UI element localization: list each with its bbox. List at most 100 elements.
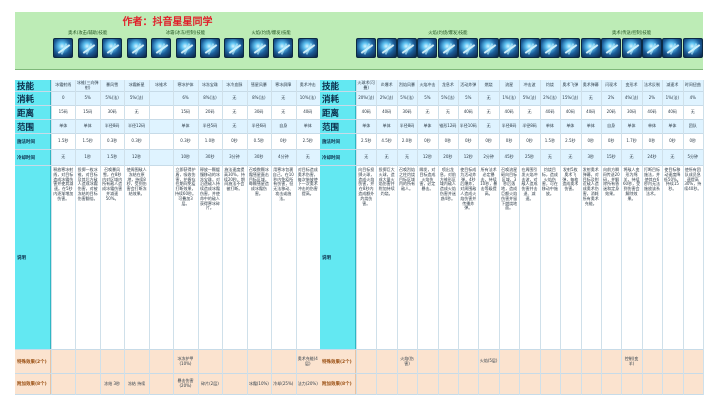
cell-range: 自身 bbox=[279, 123, 288, 129]
cell-notes: 使目标移动速度降低50%，持续15秒。 bbox=[663, 167, 681, 192]
cell-distance: 30码 bbox=[254, 109, 264, 115]
meteor-icon bbox=[499, 38, 520, 58]
column-divider bbox=[682, 80, 684, 395]
cell-notes: 对目标造成奥术伤害，每次施放使下一次奥术冲击的伤害提高。 bbox=[297, 167, 318, 196]
cell-cost: 15%(法) bbox=[562, 95, 579, 101]
cell-notes: 向目标投掷火球，造成火焰伤害，并在8秒内造成额外灼烧伤害。 bbox=[358, 167, 375, 206]
cell-notes bbox=[149, 166, 173, 349]
group-label: 奥术(攻击/辅助)技能 bbox=[68, 31, 108, 36]
icon-glint bbox=[363, 43, 371, 55]
cell-release: 0秒 bbox=[464, 138, 472, 144]
cell-e1 bbox=[581, 350, 601, 373]
cell-cooldown: 15秒 bbox=[606, 154, 616, 160]
cell-release: 2.5秒 bbox=[302, 138, 313, 144]
cell-cooldown: 无 bbox=[629, 154, 634, 160]
cell-cooldown: 1秒 bbox=[84, 154, 91, 160]
cell-skill: 奥术冲击 bbox=[299, 82, 316, 88]
cell-notes: 召唤烈焰之柱灼烧目标区域内的所有敌人。 bbox=[399, 167, 416, 192]
icon-glint bbox=[547, 43, 555, 55]
cell-e2 bbox=[478, 374, 498, 394]
row-cooldown: 冷却时间 无 1秒 1.5秒 12秒 10秒 30秒 3分钟 30秒 4分钟 无 bbox=[15, 150, 320, 166]
cell-cooldown: 25秒 bbox=[524, 154, 535, 160]
cell-e2 bbox=[376, 374, 396, 394]
cell-release: 4.5秒 bbox=[381, 138, 392, 144]
cell-release: 0秒 bbox=[689, 138, 697, 144]
cell-e1: 火焰(伤害) bbox=[400, 355, 414, 366]
column-divider bbox=[271, 80, 273, 395]
right-panel: 火焰(灼烧/爆发)技能 奥术(传送/控制)技能 技能 火球术(可叠) 炎爆术 烈焰风暴 火焰… bbox=[320, 12, 704, 395]
fireball-icon bbox=[356, 38, 377, 58]
cell-range: 半径8码 bbox=[104, 123, 120, 129]
cell-e1 bbox=[271, 350, 295, 373]
pyroblast-icon bbox=[376, 38, 397, 58]
left-panel: 作者：抖音星星同学 奥术(攻击/辅助)技能 冰霜(冰冻/控制)技能 火焰(灼烧/爆发)… bbox=[15, 12, 321, 395]
cell-cooldown: 无 bbox=[364, 154, 369, 160]
cell-release: 1.7秒 bbox=[626, 138, 637, 144]
cell-e2 bbox=[560, 374, 580, 394]
row-label-text: 冷却时间 bbox=[322, 155, 340, 161]
row-label: 说明 bbox=[320, 166, 356, 349]
cell-distance: 40码 bbox=[463, 109, 473, 115]
row-distance: 距离 40码 40码 30码 无 无 40码 无 40码 无 40码 40码 40码 20码 30码 40码 4… bbox=[320, 106, 703, 120]
cell-cost: 5%(法) bbox=[129, 95, 144, 101]
row-label-text: 消耗 bbox=[322, 94, 340, 105]
cell-e1 bbox=[247, 350, 271, 373]
cell-range: 团队 bbox=[688, 123, 697, 129]
cell-cooldown: 无 bbox=[670, 154, 675, 160]
column-divider bbox=[600, 80, 602, 395]
row-label: 技能 bbox=[320, 80, 356, 92]
cell-e1 bbox=[519, 350, 539, 373]
icy-veins-icon bbox=[224, 38, 245, 58]
cell-release: 0秒 bbox=[485, 138, 492, 144]
cell-e1 bbox=[560, 350, 580, 373]
comet-storm-icon bbox=[248, 38, 269, 58]
skill-sheet: 作者：抖音星星同学 奥术(攻击/辅助)技能 冰霜(冰冻/控制)技能 火焰(灼烧/爆发)… bbox=[15, 12, 704, 395]
cell-cooldown: 12秒 bbox=[422, 154, 432, 160]
cell-skill: 冰锥(三向弹射) bbox=[76, 80, 99, 90]
column-divider bbox=[417, 80, 419, 395]
cell-e2 bbox=[417, 374, 437, 394]
cell-e1: 冰冻护甲(10%) bbox=[177, 355, 194, 366]
row-label-text: 特殊效果(2个) bbox=[17, 359, 47, 365]
cell-cost: 2% bbox=[648, 95, 656, 101]
cell-distance: 40码 bbox=[504, 109, 514, 115]
cell-cooldown: 无 bbox=[547, 154, 552, 160]
group-label: 火焰(灼烧/爆发)技能 bbox=[428, 31, 468, 36]
cell-cost: 1%(法) bbox=[665, 95, 680, 101]
group-label: 奥术(传送/控制)技能 bbox=[611, 31, 652, 36]
cell-cost: 无 bbox=[588, 95, 593, 101]
cell-e2 bbox=[642, 374, 662, 394]
cell-cooldown: 30秒 bbox=[254, 154, 264, 160]
icon-glint bbox=[207, 43, 215, 55]
cell-distance: 15码 bbox=[83, 109, 93, 115]
cell-skill: 冰冻宝珠 bbox=[201, 82, 218, 88]
panel-header: 作者：抖音星星同学 奥术(攻击/辅助)技能 冰霜(冰冻/控制)技能 火焰(灼烧/爆发)… bbox=[15, 12, 320, 70]
icon-glint bbox=[567, 43, 575, 55]
cell-notes: 所有法术必定暴击，持续10秒，暴击等级提高。 bbox=[480, 167, 498, 196]
cell-notes: 灼烧目标，造成火焰伤害，可在移动中施放。 bbox=[541, 167, 558, 196]
cell-notes: 向前方瞬间传送20码，并解除所有昏迷和定身效果。 bbox=[602, 167, 620, 196]
row-label: 技能 bbox=[15, 80, 51, 92]
column-divider bbox=[356, 80, 357, 395]
cell-distance: 无 bbox=[690, 109, 695, 115]
cell-release: 0秒 bbox=[587, 138, 594, 144]
cell-cooldown: 无 bbox=[61, 154, 66, 160]
row-label: 距离 bbox=[320, 106, 356, 119]
time-warp-icon bbox=[682, 38, 703, 58]
cell-cooldown: 10秒 bbox=[180, 154, 191, 160]
row-distance: 距离 15码 15码 30码 无 15码 20码 无 30码 无 40码 bbox=[15, 106, 320, 120]
cell-range: 半径5码 bbox=[202, 123, 218, 129]
cell-range: 单体 bbox=[566, 123, 575, 129]
combustion-icon bbox=[478, 38, 499, 58]
cell-e2: 冰霜(10%) bbox=[248, 380, 269, 386]
column-divider bbox=[703, 80, 704, 395]
cell-cost: 4% bbox=[689, 95, 696, 101]
row-cost: 消耗 0 5% 5%(法) 5%(法) 6% 8%(法) 无 8%(法) 无 10%(法) bbox=[15, 92, 320, 106]
cell-e2 bbox=[397, 374, 417, 394]
cell-cooldown: 3分钟 bbox=[229, 154, 240, 160]
cell-distance: 40码 bbox=[667, 109, 677, 115]
icon-glint bbox=[60, 43, 68, 55]
cell-distance: 无 bbox=[134, 109, 139, 115]
blast-wave-icon bbox=[519, 38, 540, 58]
cell-notes: 发射奥术弹幕，对目标及附近敌人造成奥术伤害，消耗所有奥术充能。 bbox=[582, 167, 599, 206]
